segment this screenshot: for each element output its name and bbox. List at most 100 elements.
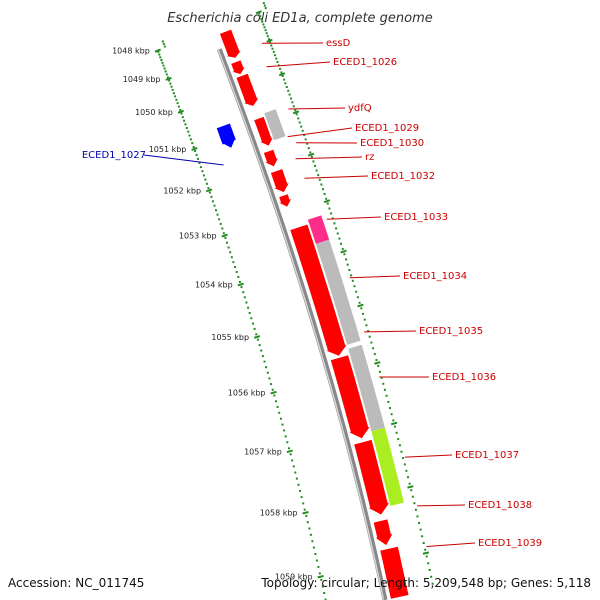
left-rail-dot [189,138,192,141]
gene-label: ydfQ [348,103,372,114]
right-rail-dot [259,15,262,18]
gene-label-leader [417,504,466,507]
right-rail-dot [276,61,279,63]
gene-arrow-1038 [373,519,393,546]
tick-label: 1056 kbp [228,389,266,398]
left-rail-dot [181,116,184,119]
right-rail-dot [408,482,411,485]
left-rail-dot [160,59,163,61]
right-rail-dot [284,82,287,85]
left-rail-dot [165,73,168,76]
right-rail-dot [385,394,388,397]
left-rail-dot [268,377,271,380]
right-rail-dot [416,515,419,518]
left-rail-dot [297,483,300,486]
right-rail-dot [380,376,383,379]
gene-label-leader [426,542,476,547]
gene-label: ECED1_1035 [419,326,483,337]
major-tick-right [278,72,286,77]
right-rail-dot [340,242,342,245]
left-rail-dot [159,56,162,59]
major-tick-right [357,303,364,308]
left-rail-dot [255,333,258,336]
tick-label: 1058 kbp [260,509,298,518]
major-tick-right [340,249,347,254]
major-tick-right [374,361,381,365]
right-rail-dot [309,151,312,154]
left-rail-dot [187,130,190,133]
right-rail-dot [269,41,272,44]
right-rail-dot [393,425,396,428]
right-rail-dot [413,502,416,505]
right-rail-dot [291,101,294,104]
gene-arrow-1033-pink [307,215,330,244]
left-rail-dot [243,296,246,299]
left-rail-dot [170,85,173,88]
left-rail-dot [215,209,217,212]
right-rail-dot [320,183,323,186]
right-rail-dot [428,569,431,571]
major-tick-left [221,233,228,238]
major-tick-right [323,199,331,204]
left-rail-dot [321,585,324,588]
gene-labels: essD ECED1_1026 ydfQ ECED1_1029 ECED1_1030rz… [82,38,542,549]
gene-label: ECED1_1032 [371,171,435,182]
right-rail-dot [351,279,354,282]
tick-marks: 1048 kbp 1049 kbp 1050 kbp 1051 kbp 1052 kbp… [112,2,434,600]
tick-label: 1054 kbp [195,281,233,290]
left-rail-dot [183,119,186,122]
tick-label: 1052 kbp [163,186,201,195]
left-rail-dot [286,441,289,444]
left-rail-dot [171,88,174,91]
right-rail-dot [325,197,328,200]
right-rail-dot [310,155,313,158]
right-rail-dot [307,147,310,150]
gene-arrow-1036 [348,344,385,432]
left-rail-dot [227,246,230,249]
gene-arrow-1032 [279,194,291,207]
left-rail-dot [175,98,178,101]
backbone-line [216,48,388,600]
right-rail-dot [297,117,300,120]
left-rail-dot [323,592,326,594]
left-rail-dot [218,218,221,221]
major-tick-right [407,485,414,489]
tick-label: 1048 kbp [112,47,150,56]
left-rail-dot [248,312,251,314]
right-rail-dot [422,542,425,544]
right-rail-dot [266,35,269,38]
left-rail-dot [162,64,165,67]
left-rail-dot [216,213,219,216]
right-rail-dot [390,413,393,416]
left-rail-dot [229,251,232,254]
major-tick-right [390,421,398,426]
gene-label: ECED1_1037 [455,450,519,461]
major-tick-left [205,188,213,193]
left-rail-dot [264,7,267,10]
left-rail-dot [318,572,321,575]
gene-arrow-1033 [290,224,347,356]
right-rail-dot [322,188,324,191]
left-rail-dot [201,170,204,173]
gene-arrow-1037 [354,439,390,515]
gene-label: rz [365,152,374,163]
left-rail-dot [211,200,214,203]
major-tick-left [270,390,277,395]
left-rail-dot [283,429,286,432]
gene-arrow-1026a [231,60,245,75]
right-rail-dot [301,129,304,132]
left-rail-dot [315,559,318,562]
gene-arrow-1035 [330,355,370,439]
left-rail-dot [311,540,314,543]
gene-label: ECED1_1027 [82,150,146,161]
right-rail-dot [163,45,166,48]
gene-label: ECED1_1033 [384,212,448,223]
right-rail-dot [418,522,421,524]
right-rail-dot [383,388,386,391]
left-rail-dot [177,105,180,108]
right-rail-dot [292,105,295,108]
right-rail-dot [402,457,405,459]
right-rail-dot [283,78,286,81]
right-rail-dot [365,324,368,327]
